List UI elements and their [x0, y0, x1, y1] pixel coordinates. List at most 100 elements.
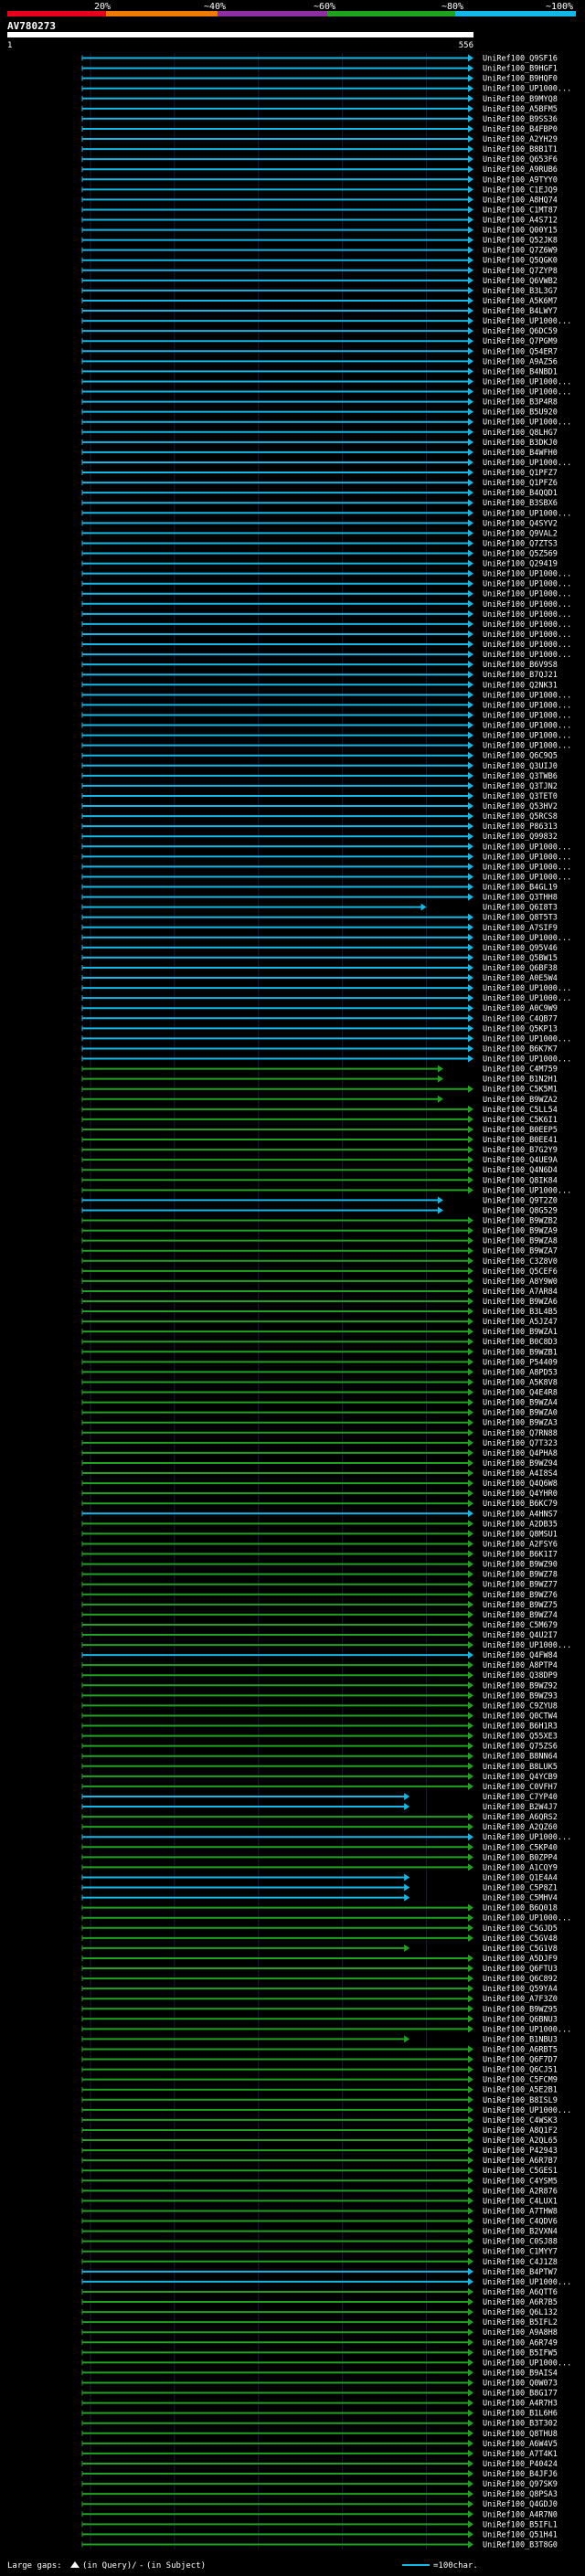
hit-row[interactable]: UniRef100_UP1000...: [81, 1913, 571, 1924]
hit-label[interactable]: UniRef100_Q59YA4: [483, 1985, 558, 1994]
hit-label[interactable]: UniRef100_B9SS36: [483, 115, 558, 124]
hit-row[interactable]: UniRef100_UP1000...: [81, 579, 571, 589]
hit-row[interactable]: UniRef100_A2DB35: [81, 1520, 558, 1529]
hit-label[interactable]: UniRef100_A7AR84: [483, 1288, 558, 1297]
hit-row[interactable]: UniRef100_Q4E4R8: [81, 1388, 558, 1398]
hit-row[interactable]: UniRef100_B4GL19: [81, 883, 558, 893]
hit-label[interactable]: UniRef100_UP1000...: [483, 570, 571, 579]
hit-label[interactable]: UniRef100_B9WZA9: [483, 1227, 558, 1236]
hit-row[interactable]: UniRef100_UP1000...: [81, 934, 571, 943]
hit-label[interactable]: UniRef100_A5E2B1: [483, 2086, 558, 2095]
hit-row[interactable]: UniRef100_Q6C9Q5: [81, 751, 558, 761]
hit-label[interactable]: UniRef100_B3T8G0: [483, 2540, 558, 2549]
hit-row[interactable]: UniRef100_B8LUK5: [81, 1762, 558, 1772]
hit-row[interactable]: UniRef100_Q0W073: [81, 2379, 558, 2388]
hit-row[interactable]: UniRef100_Q7Z6W9: [81, 246, 558, 256]
hit-row[interactable]: UniRef100_Q59YA4: [81, 1985, 558, 1994]
hit-row[interactable]: UniRef100_UP1000...: [81, 1641, 571, 1650]
hit-row[interactable]: UniRef100_Q4YHR0: [81, 1489, 558, 1499]
hit-row[interactable]: UniRef100_UP1000...: [81, 610, 571, 620]
hit-row[interactable]: UniRef100_B4PTW7: [81, 2267, 558, 2277]
hit-label[interactable]: UniRef100_UP1000...: [483, 742, 571, 751]
hit-label[interactable]: UniRef100_Q5Z569: [483, 550, 558, 559]
hit-label[interactable]: UniRef100_B6V9S8: [483, 661, 558, 670]
hit-label[interactable]: UniRef100_B9WZA4: [483, 1399, 558, 1408]
hit-row[interactable]: UniRef100_Q55XE3: [81, 1732, 558, 1742]
hit-row[interactable]: UniRef100_Q9SF16: [81, 54, 558, 64]
hit-label[interactable]: UniRef100_A9A8H8: [483, 2328, 558, 2337]
hit-label[interactable]: UniRef100_B9WZA1: [483, 1328, 558, 1337]
hit-label[interactable]: UniRef100_Q6I8T3: [483, 904, 558, 913]
hit-row[interactable]: UniRef100_Q653F6: [81, 155, 558, 164]
hit-label[interactable]: UniRef100_UP1000...: [483, 459, 571, 468]
hit-row[interactable]: UniRef100_B9WZ77: [81, 1580, 558, 1590]
hit-row[interactable]: UniRef100_C5K6I1: [81, 1115, 558, 1125]
hit-label[interactable]: UniRef100_A8Y9W0: [483, 1277, 558, 1287]
hit-row[interactable]: UniRef100_B9WZ94: [81, 1458, 558, 1468]
hit-row[interactable]: UniRef100_UP1000...: [81, 589, 571, 599]
hit-label[interactable]: UniRef100_Q7RN88: [483, 1429, 558, 1438]
hit-row[interactable]: UniRef100_B7G2Y9: [81, 1146, 558, 1155]
hit-label[interactable]: UniRef100_B3T302: [483, 2420, 558, 2429]
hit-label[interactable]: UniRef100_A5JZ47: [483, 1318, 558, 1327]
hit-row[interactable]: UniRef100_Q5QGK0: [81, 256, 558, 266]
hit-row[interactable]: UniRef100_Q8T5T3: [81, 913, 558, 923]
hit-label[interactable]: UniRef100_A7F3Z0: [483, 1995, 558, 2004]
hit-row[interactable]: UniRef100_Q4U2I7: [81, 1631, 558, 1640]
hit-label[interactable]: UniRef100_Q4N6D4: [483, 1166, 558, 1175]
hit-row[interactable]: UniRef100_B3L3G7: [81, 286, 558, 296]
hit-label[interactable]: UniRef100_C1MYY7: [483, 2248, 558, 2257]
hit-label[interactable]: UniRef100_UP1000...: [483, 934, 571, 943]
hit-label[interactable]: UniRef100_C5G1V8: [483, 1945, 558, 1954]
hit-label[interactable]: UniRef100_Q7T323: [483, 1439, 558, 1448]
hit-row[interactable]: UniRef100_C5LL54: [81, 1105, 558, 1115]
hit-row[interactable]: UniRef100_Q3UIJ0: [81, 761, 558, 771]
hit-label[interactable]: UniRef100_B9WZA8: [483, 1237, 558, 1246]
hit-label[interactable]: UniRef100_Q4E4R8: [483, 1389, 558, 1398]
hit-row[interactable]: UniRef100_UP1000...: [81, 843, 571, 852]
hit-label[interactable]: UniRef100_B3P4R8: [483, 398, 558, 408]
hit-row[interactable]: UniRef100_A4S712: [81, 216, 558, 226]
hit-row[interactable]: UniRef100_C4QB77: [81, 1014, 558, 1023]
hit-label[interactable]: UniRef100_C4LUX1: [483, 2197, 558, 2206]
hit-row[interactable]: UniRef100_Q6L132: [81, 2308, 558, 2317]
hit-row[interactable]: UniRef100_B7QJ21: [81, 671, 558, 680]
hit-label[interactable]: UniRef100_Q8G529: [483, 1206, 558, 1215]
hit-label[interactable]: UniRef100_Q8THU8: [483, 2430, 558, 2439]
hit-label[interactable]: UniRef100_C5M679: [483, 1621, 558, 1630]
hit-row[interactable]: UniRef100_Q4UE9A: [81, 1156, 558, 1165]
hit-row[interactable]: UniRef100_Q6BNU3: [81, 2015, 558, 2024]
hit-row[interactable]: UniRef100_B9HGF1: [81, 64, 558, 74]
hit-label[interactable]: UniRef100_UP1000...: [483, 691, 571, 700]
hit-row[interactable]: UniRef100_C5M679: [81, 1620, 558, 1630]
hit-label[interactable]: UniRef100_C4M759: [483, 1065, 558, 1075]
hit-label[interactable]: UniRef100_Q9T2Z0: [483, 1196, 558, 1205]
hit-row[interactable]: UniRef100_B5IFW5: [81, 2348, 558, 2358]
hit-label[interactable]: UniRef100_UP1000...: [483, 1641, 571, 1650]
hit-label[interactable]: UniRef100_B7G2Y9: [483, 1146, 558, 1155]
hit-row[interactable]: UniRef100_Q97SK9: [81, 2480, 558, 2489]
hit-row[interactable]: UniRef100_B9WZ92: [81, 1681, 558, 1691]
hit-label[interactable]: UniRef100_A6R7B7: [483, 2157, 558, 2166]
hit-label[interactable]: UniRef100_Q8PSA3: [483, 2490, 558, 2499]
hit-row[interactable]: UniRef100_B9SS36: [81, 115, 558, 124]
hit-row[interactable]: UniRef100_C5GV48: [81, 1934, 558, 1944]
hit-label[interactable]: UniRef100_B6KC79: [483, 1500, 558, 1509]
hit-label[interactable]: UniRef100_B4QQD1: [483, 489, 558, 498]
hit-row[interactable]: UniRef100_A8HQ74: [81, 196, 558, 205]
hit-label[interactable]: UniRef100_Q6F7D7: [483, 2056, 558, 2065]
hit-row[interactable]: UniRef100_B9WZA3: [81, 1418, 558, 1428]
hit-row[interactable]: UniRef100_Q6FTU3: [81, 1965, 558, 1974]
hit-label[interactable]: UniRef100_B3L3G7: [483, 287, 558, 296]
hit-row[interactable]: UniRef100_P40424: [81, 2459, 558, 2469]
hit-row[interactable]: UniRef100_Q1E4A4: [81, 1873, 558, 1882]
hit-label[interactable]: UniRef100_A2FSY6: [483, 1540, 558, 1549]
hit-label[interactable]: UniRef100_A4HNS7: [483, 1510, 558, 1519]
hit-label[interactable]: UniRef100_Q6C9Q5: [483, 752, 558, 761]
hit-row[interactable]: UniRef100_UP1000...: [81, 721, 571, 731]
hit-row[interactable]: UniRef100_UP1000...: [81, 509, 571, 518]
hit-row[interactable]: UniRef100_UP1000...: [81, 377, 571, 387]
hit-label[interactable]: UniRef100_Q6C892: [483, 1975, 558, 1984]
hit-label[interactable]: UniRef100_UP1000...: [483, 1055, 571, 1065]
hit-label[interactable]: UniRef100_A8Q1F2: [483, 2126, 558, 2136]
